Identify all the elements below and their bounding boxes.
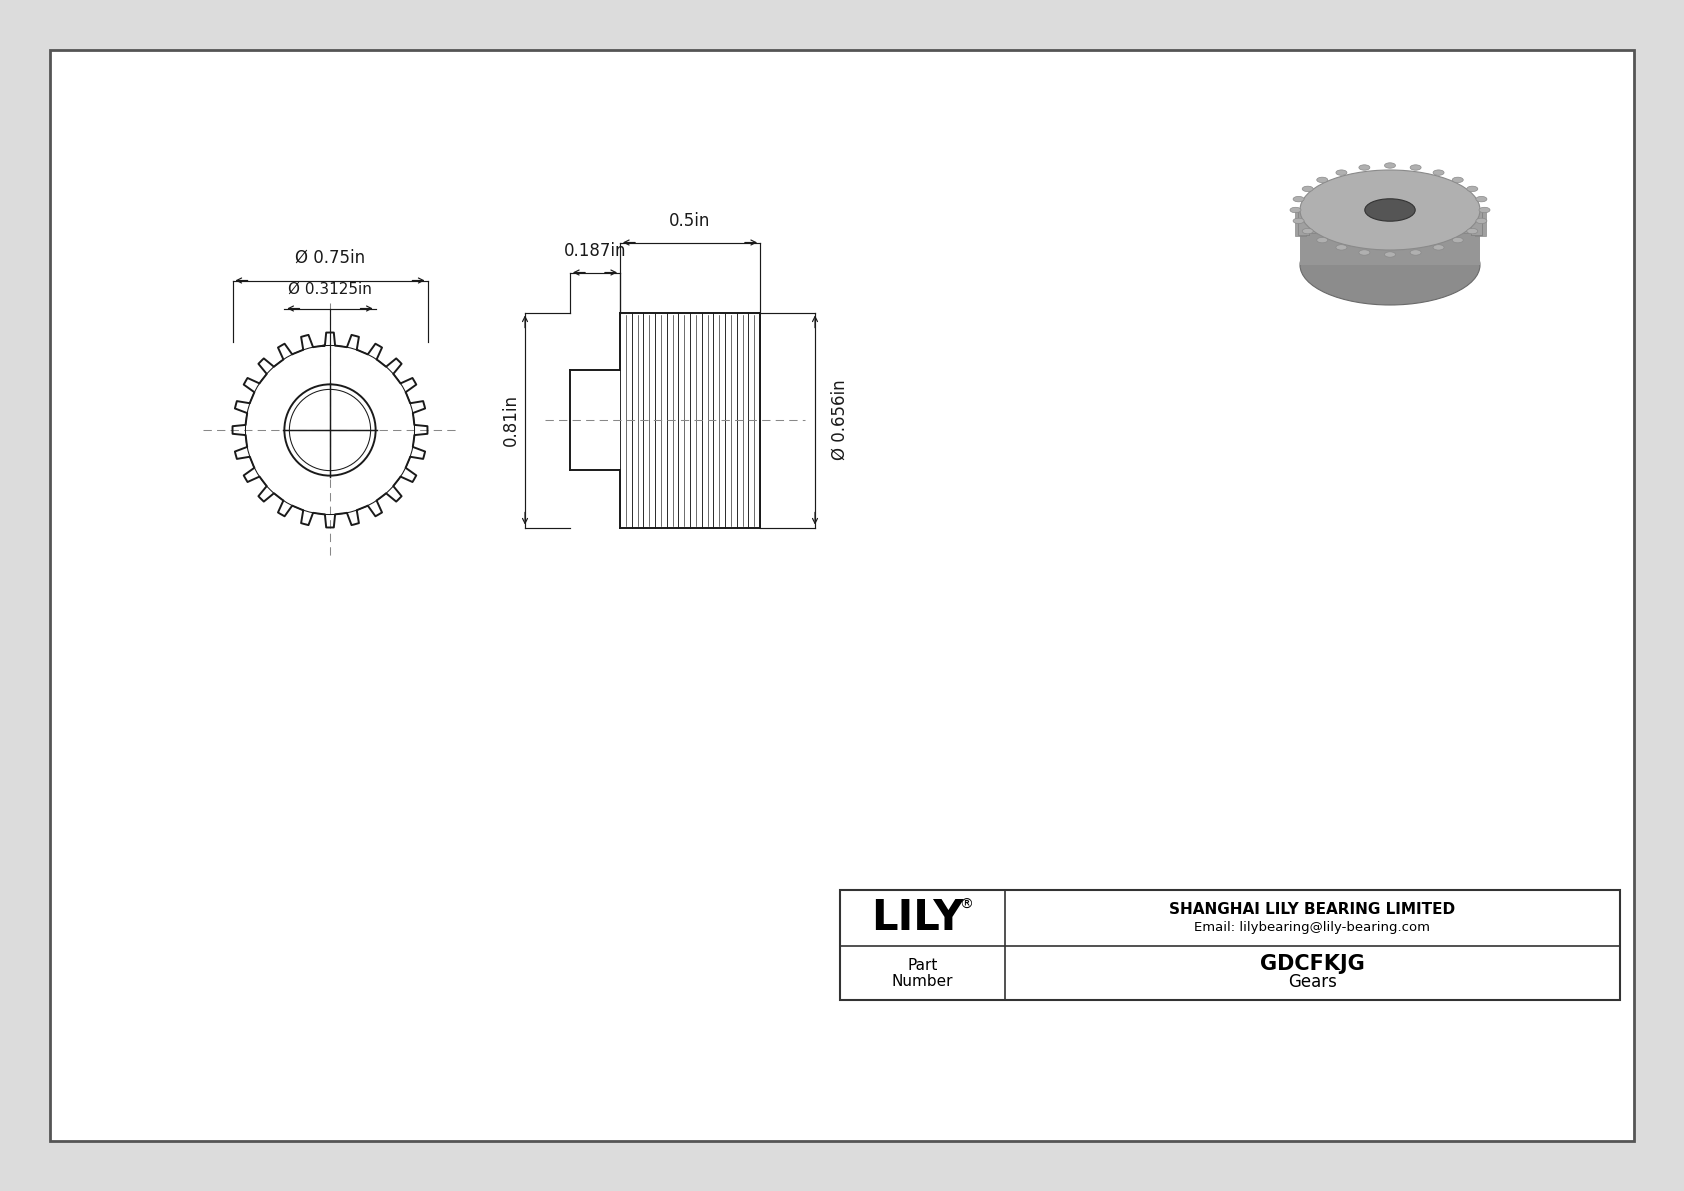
Text: Ø 0.3125in: Ø 0.3125in [288, 281, 372, 297]
Text: Gears: Gears [1288, 973, 1337, 991]
Text: Ø 0.75in: Ø 0.75in [295, 249, 365, 267]
Ellipse shape [1290, 207, 1302, 213]
Text: GDCFKJG: GDCFKJG [1260, 954, 1364, 974]
Bar [1361, 210, 1372, 223]
Ellipse shape [1384, 163, 1396, 168]
Ellipse shape [1467, 186, 1479, 192]
Text: Number: Number [893, 974, 953, 990]
Ellipse shape [1317, 237, 1327, 243]
Text: ®: ® [960, 898, 973, 912]
Ellipse shape [1433, 170, 1445, 175]
Ellipse shape [1317, 177, 1327, 182]
Ellipse shape [1410, 250, 1421, 255]
Text: 0.5in: 0.5in [669, 212, 711, 230]
Ellipse shape [1300, 225, 1480, 305]
Text: SHANGHAI LILY BEARING LIMITED: SHANGHAI LILY BEARING LIMITED [1169, 903, 1455, 917]
Bar [1430, 210, 1440, 227]
Ellipse shape [1475, 197, 1487, 201]
Bar [1298, 210, 1308, 235]
Bar [1320, 210, 1332, 231]
Bar [1384, 210, 1396, 219]
Bar [1475, 210, 1485, 236]
Bar [1300, 210, 1480, 266]
Bar [1472, 210, 1482, 235]
Ellipse shape [1452, 177, 1463, 182]
Ellipse shape [1293, 197, 1303, 201]
Bar [1462, 210, 1474, 233]
Text: Ø 0.656in: Ø 0.656in [830, 380, 849, 460]
Bar [1295, 210, 1305, 236]
Ellipse shape [1384, 251, 1396, 257]
Text: Part: Part [908, 959, 938, 973]
Ellipse shape [1300, 170, 1480, 250]
Bar [1408, 210, 1420, 223]
Text: Email: lilybearing@lily-bearing.com: Email: lilybearing@lily-bearing.com [1194, 922, 1430, 935]
Bar [1339, 210, 1351, 227]
Ellipse shape [1359, 164, 1369, 170]
Text: 0.81in: 0.81in [502, 394, 520, 445]
Ellipse shape [1335, 170, 1347, 175]
Ellipse shape [1302, 186, 1314, 192]
Ellipse shape [1410, 164, 1421, 170]
Ellipse shape [1452, 237, 1463, 243]
Ellipse shape [1479, 207, 1490, 213]
Ellipse shape [1433, 244, 1445, 250]
Text: 0.187in: 0.187in [564, 242, 626, 260]
Bar [1298, 210, 1308, 235]
Text: LILY: LILY [871, 897, 963, 939]
Ellipse shape [1293, 218, 1303, 224]
Ellipse shape [1302, 229, 1314, 233]
Ellipse shape [1359, 250, 1369, 255]
Ellipse shape [1467, 229, 1479, 233]
Bar [1472, 210, 1482, 235]
Bar [840, 890, 1620, 1000]
Ellipse shape [1335, 244, 1347, 250]
Ellipse shape [1364, 199, 1415, 222]
Bar [1448, 210, 1458, 231]
Bar [1307, 210, 1317, 233]
Ellipse shape [1475, 218, 1487, 224]
